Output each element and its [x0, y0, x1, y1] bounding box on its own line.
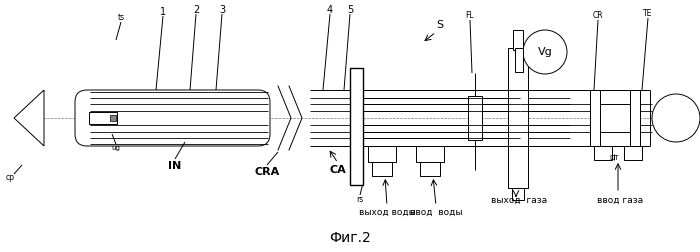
- Text: CRA: CRA: [254, 167, 279, 177]
- Text: выход  газа: выход газа: [491, 196, 547, 205]
- Text: IN: IN: [169, 161, 181, 171]
- Circle shape: [652, 94, 700, 142]
- Text: 5: 5: [347, 5, 353, 15]
- Bar: [420, 162, 440, 176]
- Bar: [372, 162, 392, 176]
- Text: Mg: Mg: [668, 113, 685, 123]
- Text: S: S: [436, 20, 444, 30]
- Text: CR: CR: [593, 12, 603, 20]
- Bar: [592, 104, 640, 132]
- Text: выход воды: выход воды: [358, 207, 415, 216]
- Circle shape: [523, 30, 567, 74]
- Bar: [596, 108, 636, 128]
- Bar: [89, 112, 117, 124]
- Text: Vg: Vg: [538, 47, 552, 57]
- Bar: [624, 146, 642, 160]
- Text: ug: ug: [111, 145, 120, 151]
- Text: TE: TE: [643, 10, 652, 18]
- Bar: [110, 115, 116, 121]
- Bar: [515, 48, 523, 72]
- Text: rs: rs: [356, 196, 363, 205]
- Text: 3: 3: [219, 5, 225, 15]
- Text: 4: 4: [327, 5, 333, 15]
- Text: cp: cp: [6, 173, 15, 182]
- Bar: [508, 48, 528, 188]
- Bar: [368, 146, 396, 162]
- Text: ввод  воды: ввод воды: [410, 207, 462, 216]
- Bar: [508, 146, 528, 188]
- Text: DT: DT: [609, 155, 619, 161]
- Text: ts: ts: [118, 14, 125, 22]
- Polygon shape: [14, 90, 44, 146]
- Bar: [512, 188, 524, 200]
- Text: CA: CA: [330, 165, 346, 175]
- Bar: [350, 68, 363, 185]
- Text: 1: 1: [160, 7, 166, 17]
- Bar: [508, 48, 528, 90]
- Bar: [468, 96, 482, 140]
- Text: ввод газа: ввод газа: [597, 196, 643, 205]
- Bar: [509, 90, 527, 146]
- Bar: [630, 90, 640, 146]
- Text: FL: FL: [466, 12, 475, 20]
- Bar: [590, 90, 600, 146]
- Text: Фиг.2: Фиг.2: [329, 231, 371, 245]
- Text: 2: 2: [193, 5, 199, 15]
- Bar: [594, 146, 612, 160]
- Bar: [416, 146, 444, 162]
- FancyBboxPatch shape: [75, 90, 270, 146]
- Bar: [513, 30, 523, 50]
